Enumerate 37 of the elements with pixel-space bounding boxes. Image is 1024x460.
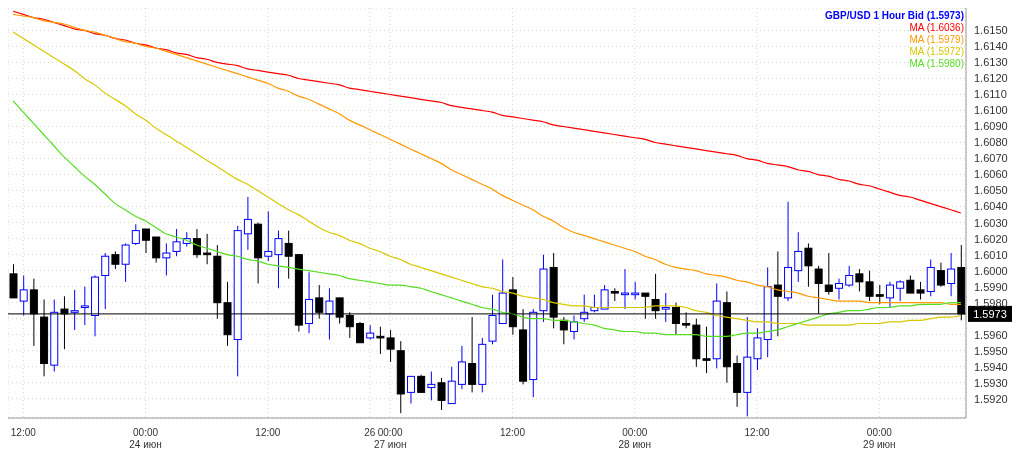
y-tick-label: 1.5950: [974, 344, 1008, 357]
y-tick-label: 1.5930: [974, 376, 1008, 389]
y-tick-label: 1.5980: [974, 296, 1008, 309]
text: GBP/USD 1 Hour Bid (1.5973): [825, 10, 964, 22]
y-tick-label: 1.6150: [974, 24, 1008, 37]
y-tick-label: 1.6020: [974, 232, 1008, 245]
y-tick-label: 1.6140: [974, 40, 1008, 53]
text: MA (1.5980): [908, 58, 964, 70]
y-tick-label: 1.5990: [974, 280, 1008, 293]
x-tick-label: 00:00 28 июн: [618, 427, 652, 450]
y-tick-label: 1.6070: [974, 152, 1008, 165]
y-tick-label: 1.6130: [974, 56, 1008, 69]
y-tick-label: 1.5940: [974, 360, 1008, 373]
x-tick-label: 12:00: [10, 427, 37, 438]
y-tick-label: 1.6120: [974, 72, 1008, 85]
y-tick-label: 1.5920: [974, 392, 1008, 405]
text: MA (1.6036): [908, 22, 964, 34]
text: MA (1.5972): [908, 46, 964, 58]
y-tick-label: 1.6000: [974, 264, 1008, 277]
x-tick-label: 12:00: [255, 427, 281, 438]
y-tick-label: 1.6010: [974, 248, 1008, 261]
x-tick-label: 12:00: [744, 427, 771, 438]
text: MA (1.5979): [908, 34, 964, 46]
y-tick-label: 1.6090: [974, 120, 1008, 133]
x-tick-label: 00:00 24 июн: [129, 427, 162, 450]
y-tick-label: 1.6110: [974, 88, 1007, 101]
y-tick-label: 1.6100: [974, 104, 1008, 117]
x-tick-label: 12:00: [499, 427, 526, 438]
x-tick-label: 26: [364, 427, 376, 438]
y-tick-label: 1.6050: [974, 184, 1008, 197]
y-tick-label: 1.6060: [974, 168, 1008, 181]
ref-line-label: 1.5973: [973, 307, 1007, 320]
y-tick-label: 1.5960: [974, 328, 1008, 341]
y-tick-label: 1.6030: [974, 216, 1008, 229]
y-tick-label: 1.6040: [974, 200, 1008, 213]
y-tick-label: 1.6080: [974, 136, 1008, 149]
x-tick-label: 00:00 29 июн: [863, 427, 896, 450]
